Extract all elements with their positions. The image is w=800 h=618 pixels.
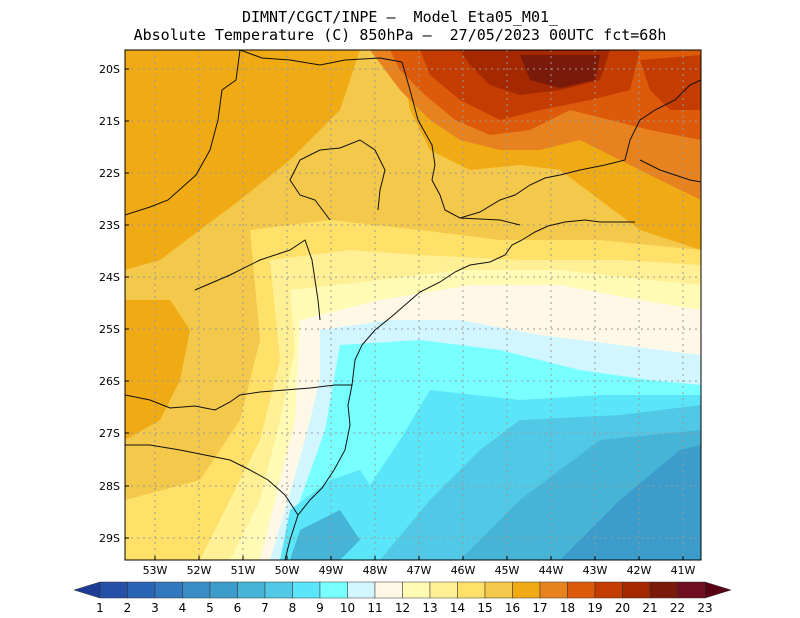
colorbar-label: 20 [615,601,630,615]
colorbar-label: 9 [316,601,324,615]
colorbar-label: 7 [261,601,269,615]
lon-label: 53W [143,564,168,577]
colorbar-swatch [319,581,348,599]
colorbar-swatch [457,581,486,599]
colorbar-label: 13 [422,601,437,615]
lat-label: 20S [99,63,120,76]
map-title-line-1: DIMNT/CGCT/INPE – Model Eta05_M01_ [241,8,559,26]
colorbar-swatch [127,581,156,599]
lon-label: 51W [231,564,256,577]
lon-label: 44W [539,564,564,577]
colorbar-swatch [264,581,293,599]
colorbar: 1 2 3 4 5 6 7 8 9 10 11 12 13 14 15 16 17 18 19 20 21 22 23 [73,581,732,615]
lon-label: 41W [671,564,696,577]
lon-label: 52W [187,564,212,577]
colorbar-low-arrow [73,581,101,599]
colorbar-label: 10 [340,601,355,615]
colorbar-label: 23 [697,601,712,615]
colorbar-label: 18 [560,601,575,615]
colorbar-label: 12 [395,601,410,615]
colorbar-swatch [209,581,238,599]
lon-label: 48W [363,564,388,577]
colorbar-label: 3 [151,601,159,615]
lat-label: 26S [99,375,120,388]
lat-label: 24S [99,271,120,284]
colorbar-swatch [429,581,458,599]
map-title-line-2: Absolute Temperature (C) 850hPa – 27/05/… [133,26,667,44]
lat-label: 27S [99,427,120,440]
colorbar-swatch [347,581,376,599]
lon-label: 46W [451,564,476,577]
colorbar-label: 11 [367,601,382,615]
coastline-borders [125,50,701,560]
colorbar-swatch [154,581,183,599]
colorbar-label: 8 [289,601,297,615]
colorbar-swatch [539,581,568,599]
colorbar-label: 5 [206,601,214,615]
longitude-labels: 53W 52W 51W 50W 49W 48W 47W 46W 45W 44W 43W 42W 41W [143,556,696,577]
colorbar-label: 6 [234,601,242,615]
colorbar-label: 22 [670,601,685,615]
colorbar-label: 2 [124,601,132,615]
colorbar-swatch [649,581,678,599]
colorbar-label: 14 [450,601,465,615]
lon-label: 45W [495,564,520,577]
colorbar-label: 16 [505,601,520,615]
map-grid [125,50,701,560]
lon-label: 50W [275,564,300,577]
colorbar-label: 4 [179,601,187,615]
colorbar-swatch [374,581,403,599]
lon-label: 47W [407,564,432,577]
lat-label: 21S [99,115,120,128]
colorbar-swatch [567,581,596,599]
colorbar-swatch [292,581,321,599]
colorbar-swatch [182,581,211,599]
colorbar-label: 15 [477,601,492,615]
lat-label: 28S [99,480,120,493]
lat-label: 22S [99,167,120,180]
temperature-field [125,50,701,560]
colorbar-label: 1 [96,601,104,615]
colorbar-label: 19 [587,601,602,615]
colorbar-swatch [677,581,706,599]
colorbar-swatch [99,581,128,599]
colorbar-label: 17 [532,601,547,615]
lon-label: 43W [583,564,608,577]
colorbar-swatch [237,581,266,599]
colorbar-swatch [622,581,651,599]
lat-label: 25S [99,323,120,336]
lat-label: 29S [99,532,120,545]
lon-label: 42W [627,564,652,577]
colorbar-swatch [484,581,513,599]
colorbar-swatch [512,581,541,599]
lon-label: 49W [319,564,344,577]
lat-label: 23S [99,219,120,232]
plot-frame [124,49,702,561]
colorbar-swatch [402,581,431,599]
latitude-labels: 20S 21S 22S 23S 24S 25S 26S 27S 28S 29S [99,63,129,545]
colorbar-high-arrow [704,581,732,599]
colorbar-label: 21 [642,601,657,615]
colorbar-swatch [594,581,623,599]
